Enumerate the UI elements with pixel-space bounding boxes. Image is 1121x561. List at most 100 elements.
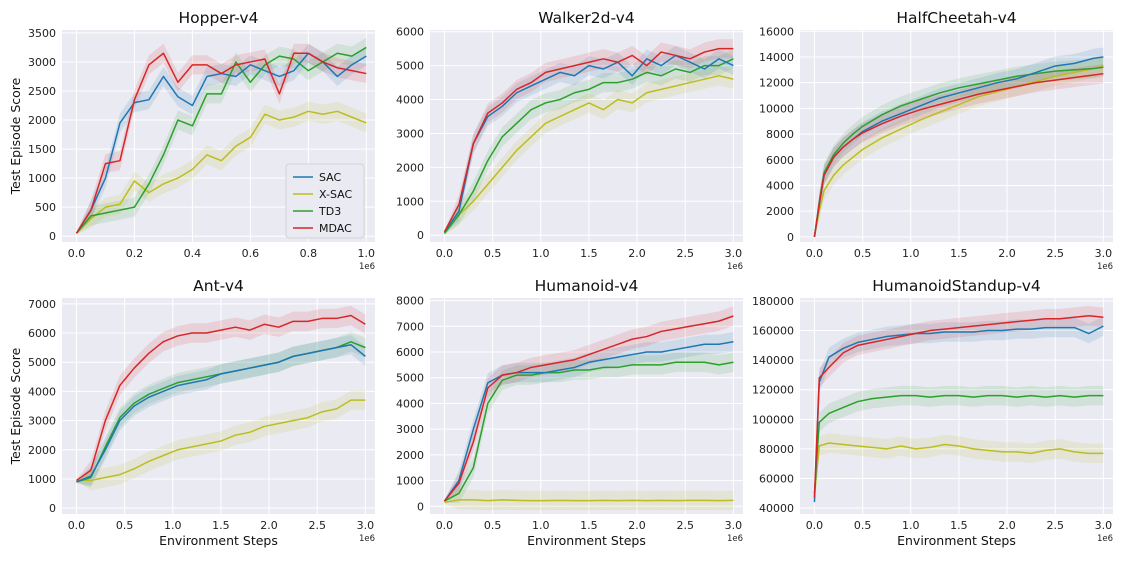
band-mdac (444, 306, 734, 503)
series-line-td3 (813, 394, 1104, 494)
series-line-mdac (813, 72, 1104, 237)
y-tick-label: 5000 (396, 372, 424, 385)
x-tick-label: 2.0 (260, 519, 278, 532)
x-tick-label: 3.0 (725, 519, 743, 532)
y-tick-label: 4000 (396, 397, 424, 410)
legend-label-td3: TD3 (318, 205, 341, 218)
x-scale-label: 1e6 (1097, 534, 1113, 544)
y-tick-label: 3000 (28, 415, 56, 428)
x-tick-label: 3.0 (725, 247, 743, 260)
y-tick-label: 6000 (766, 154, 794, 167)
x-scale-label: 1e6 (727, 262, 743, 272)
chart-title: Walker2d-v4 (538, 9, 634, 27)
y-tick-label: 2000 (766, 205, 794, 218)
x-tick-label: 0.4 (184, 247, 202, 260)
x-axis-label: Environment Steps (159, 533, 278, 548)
band-td3 (444, 352, 734, 504)
band-mdac (76, 305, 366, 482)
chart-panel-5: 40000 60000 80000 100000 120000 140000 160000 1… (752, 277, 1113, 548)
band-x-sac (76, 101, 367, 235)
y-tick-label: 80000 (759, 443, 794, 456)
chart-title: Ant-v4 (193, 277, 244, 295)
y-tick-label: 12000 (759, 77, 794, 90)
x-tick-label: 0.5 (484, 247, 502, 260)
chart-title: Hopper-v4 (179, 9, 259, 27)
legend-label-sac: SAC (319, 171, 342, 184)
chart-panel-0: 0 500 1000 1500 2000 2500 3000 3500 0.0 0.2 0.4 0.6… (8, 9, 375, 272)
y-tick-label: 40000 (759, 502, 794, 515)
x-tick-label: 2.0 (628, 519, 646, 532)
x-tick-label: 2.5 (1046, 519, 1064, 532)
series-line-mdac (76, 314, 366, 482)
chart-panel-2: 0 2000 4000 6000 8000 10000 12000 14000 16000 0.0… (759, 9, 1113, 272)
y-tick-label: 3000 (396, 127, 424, 140)
series-line-x-sac (75, 110, 367, 234)
y-tick-label: 10000 (759, 102, 794, 115)
x-tick-label: 3.0 (1095, 519, 1113, 532)
series-line-mdac (813, 315, 1104, 498)
y-tick-label: 6000 (396, 346, 424, 359)
x-tick-label: 1.5 (580, 247, 598, 260)
y-tick-label: 7000 (396, 320, 424, 333)
series-line-mdac (443, 47, 734, 233)
x-tick-label: 1.5 (950, 519, 968, 532)
x-axis-label: Environment Steps (527, 533, 646, 548)
legend-label-x-sac: X-SAC (319, 188, 352, 201)
legend-label-mdac: MDAC (319, 222, 352, 235)
y-tick-label: 6000 (28, 327, 56, 340)
y-tick-label: 1000 (28, 473, 56, 486)
series-line-td3 (813, 66, 1104, 237)
band-sac (814, 316, 1104, 504)
band-x-sac (814, 56, 1104, 238)
band-mdac (814, 306, 1104, 499)
x-tick-label: 0.0 (68, 519, 86, 532)
y-tick-label: 16000 (759, 25, 794, 38)
band-td3 (814, 57, 1104, 238)
x-axis-label: Environment Steps (897, 533, 1016, 548)
y-tick-label: 180000 (752, 295, 794, 308)
series-line-sac (813, 325, 1104, 503)
y-tick-label: 8000 (766, 128, 794, 141)
x-tick-label: 1.0 (358, 247, 376, 260)
y-tick-label: 5000 (28, 356, 56, 369)
x-tick-label: 1.5 (580, 519, 598, 532)
y-tick-label: 3000 (28, 56, 56, 69)
x-tick-label: 2.5 (1046, 247, 1064, 260)
y-tick-label: 100000 (752, 413, 794, 426)
x-tick-label: 0.0 (806, 519, 824, 532)
x-scale-label: 1e6 (1097, 262, 1113, 272)
y-tick-label: 2000 (28, 114, 56, 127)
legend-box (285, 163, 365, 239)
x-tick-label: 2.5 (676, 519, 694, 532)
x-tick-label: 2.0 (998, 247, 1016, 260)
y-tick-label: 60000 (759, 472, 794, 485)
band-sac (76, 334, 366, 486)
y-tick-label: 14000 (759, 51, 794, 64)
series-line-x-sac (443, 75, 734, 234)
series-line-td3 (75, 46, 367, 234)
x-tick-label: 0.5 (484, 519, 502, 532)
x-tick-label: 0.0 (436, 247, 454, 260)
y-tick-label: 6000 (396, 26, 424, 39)
y-tick-label: 8000 (396, 295, 424, 308)
x-tick-label: 0.5 (854, 519, 872, 532)
band-x-sac (444, 66, 734, 235)
x-tick-label: 0.2 (126, 247, 144, 260)
x-tick-label: 0.0 (436, 519, 454, 532)
plot-area (430, 298, 743, 514)
x-tick-label: 2.5 (308, 519, 326, 532)
y-tick-label: 0 (49, 230, 56, 243)
series-line-x-sac (444, 499, 734, 504)
y-tick-label: 0 (417, 500, 424, 513)
chart-panel-3: 0 1000 2000 3000 4000 5000 6000 7000 0.0 0.5 1.0 1.… (8, 277, 375, 548)
y-tick-label: 140000 (752, 354, 794, 367)
series-line-sac (443, 54, 734, 233)
x-scale-label: 1e6 (359, 534, 375, 544)
chart-panel-1: 0 1000 2000 3000 4000 5000 6000 0.0 0.5 1.0 1.5 2.0… (396, 9, 743, 272)
series-line-mdac (75, 52, 367, 234)
chart-title: HalfCheetah-v4 (896, 9, 1016, 27)
x-tick-label: 1.0 (902, 519, 920, 532)
y-tick-label: 4000 (766, 179, 794, 192)
